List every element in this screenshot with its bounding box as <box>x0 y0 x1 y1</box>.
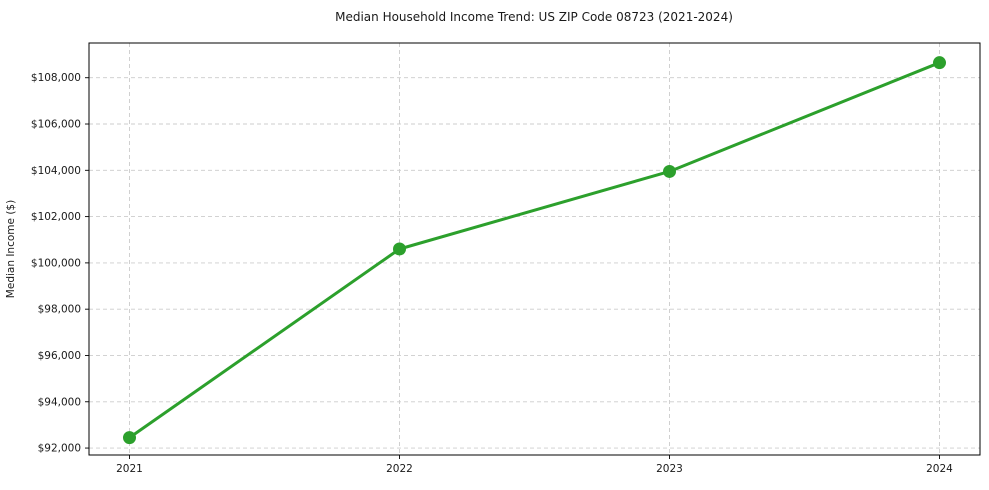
y-tick-label: $106,000 <box>31 119 81 131</box>
grid-layer <box>89 43 980 455</box>
y-tick-label: $100,000 <box>31 257 81 269</box>
data-point-marker <box>393 242 406 256</box>
x-tick-label: 2022 <box>386 463 413 475</box>
trend-line <box>128 61 941 439</box>
y-tick-label: $96,000 <box>38 350 81 362</box>
x-tick-label: 2023 <box>656 463 683 475</box>
y-tick-label: $108,000 <box>31 72 81 84</box>
data-point-marker <box>933 56 946 70</box>
y-tick-label: $104,000 <box>31 165 81 177</box>
x-tick-label: 2021 <box>116 463 143 475</box>
y-tick-label: $94,000 <box>38 396 81 408</box>
y-tick-label: $98,000 <box>38 304 81 316</box>
plot-border <box>88 42 981 456</box>
data-point-marker <box>663 164 676 178</box>
y-tick-label: $102,000 <box>31 211 81 223</box>
chart-title: Median Household Income Trend: US ZIP Co… <box>335 10 733 24</box>
axes-layer: $92,000 $94,000 $96,000 $98,000 $100,000 $102… <box>31 42 981 475</box>
x-tick-label: 2024 <box>926 463 953 475</box>
y-axis-label: Median Income ($) <box>5 200 17 298</box>
y-tick-label: $92,000 <box>38 443 81 455</box>
data-point-marker <box>123 431 136 445</box>
series-layer <box>123 56 946 445</box>
